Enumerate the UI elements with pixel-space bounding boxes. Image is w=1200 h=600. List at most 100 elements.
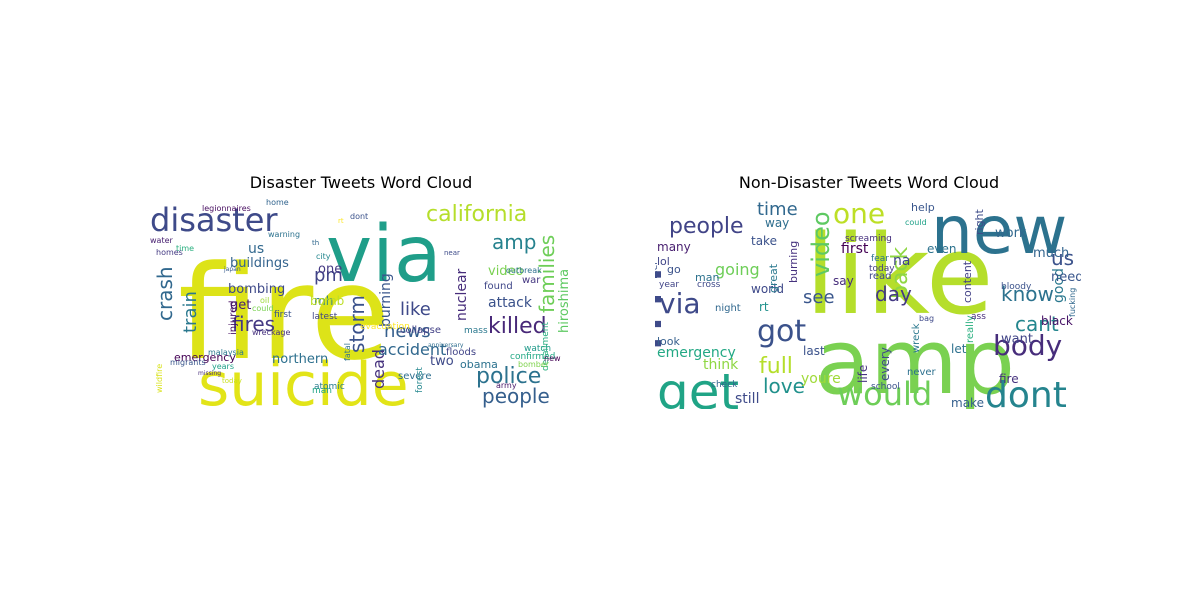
word-severe: severe bbox=[398, 371, 431, 382]
word-bloody: bloody bbox=[1001, 282, 1032, 292]
word-time: time bbox=[176, 244, 194, 253]
word-oil: oil bbox=[260, 296, 269, 305]
word-night: night bbox=[715, 303, 741, 314]
word-wreckage: wreckage bbox=[252, 328, 290, 337]
word-even: even bbox=[927, 242, 956, 256]
word-dont: dont bbox=[350, 212, 368, 221]
word-really: really bbox=[965, 315, 976, 343]
word-atomic: atomic bbox=[314, 382, 345, 392]
word-bomb: bomb bbox=[310, 294, 344, 308]
word-man: man bbox=[695, 271, 719, 284]
word-make: make bbox=[951, 396, 984, 409]
word-suicide: suicide bbox=[198, 350, 409, 409]
word-injured: injured bbox=[228, 300, 239, 335]
word-amp: amp bbox=[492, 230, 536, 254]
word-need: need bbox=[1051, 270, 1081, 285]
word-train: train bbox=[180, 291, 201, 333]
word-buildings: buildings bbox=[230, 256, 289, 271]
word-missing: missing bbox=[198, 370, 221, 377]
word-bombing: bombing bbox=[228, 282, 285, 297]
word-people: people bbox=[669, 214, 744, 239]
word-burning: burning bbox=[378, 273, 394, 327]
word-want: want bbox=[1001, 332, 1033, 347]
word-screaming: screaming bbox=[845, 234, 892, 244]
chart-title-non-disaster: Non-Disaster Tweets Word Cloud bbox=[738, 173, 1000, 192]
word-read: read bbox=[869, 271, 892, 282]
word-us: us bbox=[1051, 246, 1074, 270]
word-us: us bbox=[248, 241, 264, 257]
word-great: great bbox=[767, 263, 780, 293]
word-home: home bbox=[266, 198, 289, 207]
word-outbreak: outbreak bbox=[506, 266, 542, 275]
word-army: army bbox=[496, 381, 517, 390]
word-fires: fires bbox=[232, 312, 275, 336]
word-bag: bag bbox=[919, 314, 934, 323]
word-year: year bbox=[659, 280, 679, 290]
word-storm: storm bbox=[345, 295, 369, 353]
word-fucking: fucking bbox=[1068, 288, 1077, 317]
word-man: man bbox=[312, 386, 332, 396]
word-people: people bbox=[482, 384, 550, 408]
word-northern: northern bbox=[272, 352, 328, 367]
word-latest: latest bbox=[312, 312, 338, 322]
word-near: near bbox=[444, 249, 460, 257]
word-new: new bbox=[544, 354, 561, 363]
word-still: still bbox=[735, 391, 759, 407]
word-look: look bbox=[657, 335, 681, 348]
word-confirmed: confirmed bbox=[510, 352, 555, 362]
word-could: could bbox=[252, 304, 274, 313]
chart-title-disaster: Disaster Tweets Word Cloud bbox=[249, 173, 473, 192]
word-wildfire: wildfire bbox=[155, 364, 164, 393]
word-today: today bbox=[869, 264, 895, 274]
word-never: never bbox=[907, 367, 937, 378]
word-im: im bbox=[655, 265, 678, 353]
word-time: time bbox=[757, 199, 798, 220]
word-love: love bbox=[763, 374, 805, 398]
word-youre: youre bbox=[801, 371, 841, 387]
word-derailment: derailment bbox=[541, 322, 551, 371]
word-full: full bbox=[759, 354, 793, 379]
word-mh: mh bbox=[314, 294, 333, 308]
word-let: let bbox=[951, 342, 967, 356]
word-evacuation: evacuation bbox=[360, 322, 410, 332]
word-city: city bbox=[316, 252, 331, 261]
word-could: could bbox=[905, 218, 927, 227]
word-new: new bbox=[931, 193, 1067, 269]
word-feel: feel bbox=[655, 262, 660, 279]
word-school: school bbox=[871, 382, 900, 392]
word-video: video bbox=[488, 264, 524, 279]
word-rt: rt bbox=[759, 300, 769, 314]
word-watch: watch bbox=[524, 344, 551, 354]
word-families: families bbox=[535, 235, 559, 313]
word-lol: lol bbox=[657, 255, 670, 268]
word-warning: warning bbox=[268, 230, 300, 239]
word-like: like bbox=[400, 299, 431, 320]
word-think: think bbox=[703, 357, 739, 373]
word-dead: dead bbox=[369, 349, 388, 389]
word-help: help bbox=[911, 201, 935, 214]
word-th: th bbox=[312, 239, 319, 247]
word-floods: floods bbox=[446, 347, 476, 358]
word-na: na bbox=[893, 253, 910, 269]
word-black: black bbox=[1041, 314, 1073, 328]
word-police: police bbox=[476, 364, 541, 389]
word-emergency: emergency bbox=[657, 345, 736, 361]
word-accident: accident bbox=[378, 340, 446, 359]
word-see: see bbox=[803, 287, 835, 308]
word-obama: obama bbox=[460, 358, 498, 371]
word-check: check bbox=[711, 380, 738, 390]
word-day: day bbox=[875, 282, 912, 306]
word-news: news bbox=[384, 321, 431, 342]
word-world: world bbox=[751, 282, 784, 296]
word-disaster: disaster bbox=[150, 201, 278, 239]
word-one: one bbox=[318, 262, 342, 277]
word-two: two bbox=[430, 354, 454, 369]
word-water: water bbox=[150, 236, 174, 245]
word-malaysia: malaysia bbox=[208, 348, 244, 357]
word-every: every bbox=[878, 347, 892, 381]
word-anniversary: anniversary bbox=[428, 342, 464, 349]
word-wreck: wreck bbox=[911, 323, 922, 353]
word-via: via bbox=[326, 210, 442, 300]
